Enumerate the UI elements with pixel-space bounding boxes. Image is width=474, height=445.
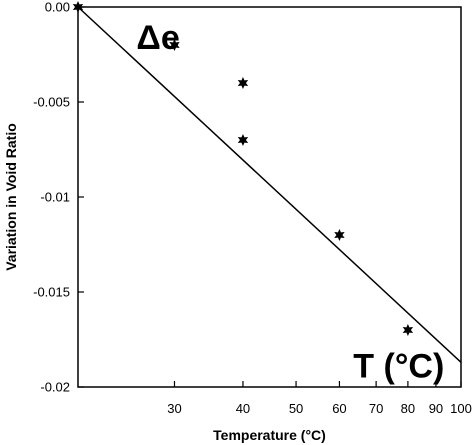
data-point bbox=[402, 324, 414, 336]
data-point bbox=[334, 229, 345, 241]
x-tick-label: 50 bbox=[289, 401, 303, 416]
x-tick-label: 90 bbox=[429, 401, 443, 416]
y-tick-label: 0.00 bbox=[45, 0, 70, 15]
x-tick-label: 70 bbox=[369, 401, 383, 416]
y-tick-label: -0.01 bbox=[40, 190, 70, 205]
data-point bbox=[72, 1, 84, 13]
x-tick-label: 80 bbox=[401, 401, 415, 416]
y-tick-label: -0.005 bbox=[33, 95, 70, 110]
y-axis-title: Variation in Void Ratio bbox=[3, 123, 19, 271]
fit-line bbox=[77, 6, 462, 363]
chart-annotation: Δe bbox=[136, 19, 179, 57]
x-axis-title: Temperature (°C) bbox=[213, 427, 326, 443]
x-tick-label: 30 bbox=[167, 401, 181, 416]
x-tick-label: 40 bbox=[236, 401, 250, 416]
y-axis: 0.00 -0.005 -0.01 -0.015 -0.02 bbox=[33, 0, 84, 395]
chart-annotation: T (°C) bbox=[353, 348, 444, 386]
y-tick-label: -0.015 bbox=[33, 285, 70, 300]
data-point bbox=[169, 39, 180, 51]
data-point bbox=[237, 77, 249, 89]
x-tick-label: 100 bbox=[450, 401, 472, 416]
data-points bbox=[72, 1, 414, 336]
data-point bbox=[237, 134, 249, 146]
x-tick-label: 60 bbox=[332, 401, 346, 416]
annotations: Δe T (°C) bbox=[136, 19, 444, 386]
x-axis: 30 40 50 60 70 80 90 100 bbox=[167, 381, 472, 416]
plot-frame bbox=[77, 6, 462, 388]
y-tick-label: -0.02 bbox=[40, 380, 70, 395]
